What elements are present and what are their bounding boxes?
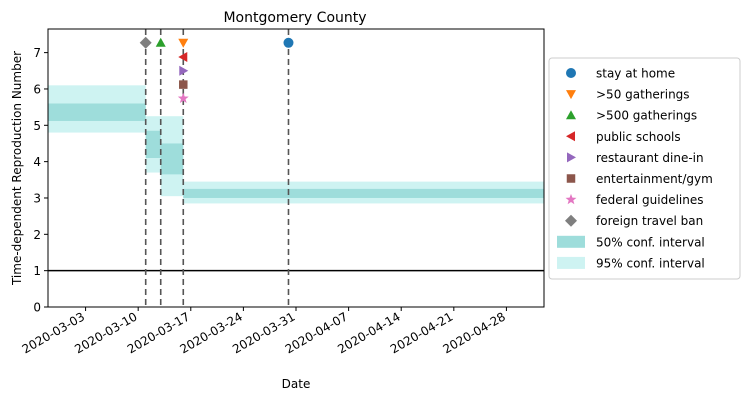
legend-label: restaurant dine-in bbox=[596, 151, 704, 165]
ci50-band bbox=[183, 188, 545, 198]
legend-label: >500 gatherings bbox=[596, 109, 697, 123]
y-tick-label: 5 bbox=[33, 119, 41, 133]
x-axis-label: Date bbox=[282, 377, 311, 391]
event-marker bbox=[178, 38, 189, 48]
event-marker bbox=[283, 37, 294, 48]
y-tick-label: 7 bbox=[33, 46, 41, 60]
legend-marker bbox=[565, 214, 577, 227]
legend-marker bbox=[566, 110, 576, 120]
y-tick-label: 4 bbox=[33, 155, 41, 169]
legend-marker bbox=[566, 90, 576, 100]
legend-band-swatch bbox=[557, 235, 585, 248]
ci50-band bbox=[160, 143, 184, 175]
legend-label: stay at home bbox=[596, 67, 675, 81]
legend-frame bbox=[548, 57, 741, 280]
legend-label: public schools bbox=[596, 130, 681, 144]
legend-marker bbox=[565, 193, 577, 205]
y-tick-label: 0 bbox=[33, 301, 41, 315]
y-axis-label: Time-dependent Reproduction Number bbox=[10, 51, 24, 286]
event-marker bbox=[178, 51, 188, 62]
legend: stay at home >50 gatherings >500 gathering… bbox=[548, 57, 741, 280]
plot-frame bbox=[47, 28, 545, 308]
y-tick-label: 6 bbox=[33, 82, 41, 96]
legend-label: 50% conf. interval bbox=[596, 235, 705, 249]
event-marker bbox=[155, 37, 166, 47]
y-tick-label: 3 bbox=[33, 191, 41, 205]
plot-area bbox=[48, 29, 545, 307]
event-marker bbox=[179, 80, 188, 89]
chart-title: Montgomery County bbox=[223, 10, 366, 26]
ci50-band bbox=[48, 103, 146, 121]
legend-label: 95% conf. interval bbox=[596, 256, 705, 270]
legend-label: >50 gatherings bbox=[596, 88, 690, 102]
legend-label: foreign travel ban bbox=[596, 214, 703, 228]
event-marker bbox=[179, 65, 189, 76]
ci50-band bbox=[145, 130, 161, 159]
legend-marker bbox=[566, 174, 576, 183]
y-tick-label: 2 bbox=[33, 228, 41, 242]
legend-label: federal guidelines bbox=[596, 193, 704, 207]
legend-label: entertainment/gym bbox=[596, 172, 713, 186]
y-tick-label: 1 bbox=[33, 264, 41, 278]
legend-marker bbox=[566, 131, 575, 142]
legend-band-swatch bbox=[557, 256, 585, 269]
event-marker bbox=[139, 36, 152, 49]
legend-marker bbox=[567, 152, 576, 163]
legend-marker bbox=[566, 68, 576, 78]
event-marker bbox=[177, 92, 189, 104]
